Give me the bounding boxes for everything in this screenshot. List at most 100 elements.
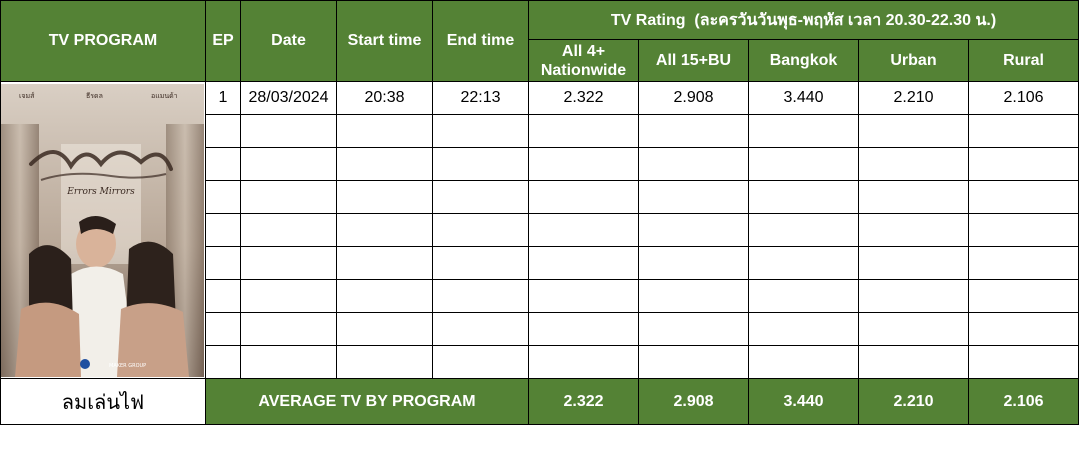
cell-bangkok: 3.440 <box>748 81 859 115</box>
cell-date <box>240 246 337 280</box>
cell-all4 <box>528 312 639 346</box>
cell-all15 <box>638 279 749 313</box>
average-rural: 2.106 <box>967 378 1079 425</box>
poster-maker-logo: MAKER GROUP <box>109 363 146 369</box>
cell-urban <box>858 213 969 247</box>
average-all4: 2.322 <box>528 378 639 425</box>
cell-rural <box>967 345 1079 379</box>
average-label: AVERAGE TV BY PROGRAM <box>205 378 529 425</box>
cell-urban <box>858 114 969 148</box>
cell-end-time <box>432 279 529 313</box>
cell-rural <box>967 180 1079 214</box>
cell-ep: 1 <box>205 81 241 115</box>
cell-all15 <box>638 345 749 379</box>
cell-all4 <box>528 345 639 379</box>
average-row: ลมเล่นไฟ AVERAGE TV BY PROGRAM 2.322 2.9… <box>0 378 1079 425</box>
cell-start-time <box>336 345 433 379</box>
header-date: Date <box>240 0 337 82</box>
cell-bangkok <box>748 147 859 181</box>
header-tv-rating: TV Rating (ละครวันวันพุธ-พฤหัส เวลา 20.3… <box>527 0 1079 40</box>
cell-date <box>240 147 337 181</box>
cell-all15 <box>638 246 749 280</box>
poster-cast-1: เจมส์ <box>19 92 35 100</box>
table-row <box>1 114 1079 148</box>
cell-all15 <box>638 213 749 247</box>
cell-date <box>240 345 337 379</box>
cell-all4 <box>528 279 639 313</box>
table-row: Errors Mirrors เจมส์ ธีรดล อแมนด้า MAKER… <box>0 81 1079 379</box>
cell-start-time <box>336 180 433 214</box>
header-all15-bu: All 15+BU <box>638 39 749 82</box>
cell-start-time <box>336 213 433 247</box>
header-start-time: Start time <box>336 0 433 82</box>
cell-all4 <box>528 180 639 214</box>
cell-urban <box>858 312 969 346</box>
cell-urban <box>858 279 969 313</box>
cell-date <box>240 213 337 247</box>
average-bangkok: 3.440 <box>748 378 859 425</box>
cell-urban <box>858 345 969 379</box>
cell-start-time <box>336 246 433 280</box>
average-all15: 2.908 <box>638 378 749 425</box>
cell-bangkok <box>748 114 859 148</box>
cell-all4 <box>528 213 639 247</box>
cell-all15 <box>638 114 749 148</box>
cell-all15 <box>638 147 749 181</box>
cell-rural <box>967 147 1079 181</box>
cell-all4 <box>528 246 639 280</box>
cell-start-time <box>336 114 433 148</box>
cell-end-time <box>432 246 529 280</box>
cell-ep <box>205 246 241 280</box>
cell-ep <box>205 312 241 346</box>
header-rural: Rural <box>967 39 1079 82</box>
header-end-time: End time <box>432 0 529 82</box>
table-row <box>1 279 1079 313</box>
table-row <box>1 147 1079 181</box>
header-all4-line1: All 4+ <box>561 42 606 60</box>
poster-cast-3: อแมนด้า <box>151 92 178 100</box>
cell-ep <box>205 345 241 379</box>
channel3-logo-icon <box>80 358 90 369</box>
cell-urban: 2.210 <box>858 81 969 115</box>
cell-date <box>240 312 337 346</box>
cell-all4: 2.322 <box>528 81 639 115</box>
cell-rural: 2.106 <box>967 81 1079 115</box>
program-name: ลมเล่นไฟ <box>0 378 206 425</box>
cell-all4 <box>528 147 639 181</box>
table-row <box>1 345 1079 379</box>
poster-cast-2: ธีรดล <box>86 92 103 100</box>
cell-urban <box>858 147 969 181</box>
header-bangkok: Bangkok <box>748 39 859 82</box>
cell-all15: 2.908 <box>638 81 749 115</box>
cell-bangkok <box>748 279 859 313</box>
cell-ep <box>205 279 241 313</box>
cell-urban <box>858 246 969 280</box>
cell-all15 <box>638 180 749 214</box>
cell-start-time: 20:38 <box>336 81 433 115</box>
cell-urban <box>858 180 969 214</box>
cell-rural <box>967 246 1079 280</box>
cell-end-time <box>432 213 529 247</box>
cell-end-time <box>432 147 529 181</box>
cell-ep <box>205 147 241 181</box>
rating-table: TV PROGRAM EP Date Start time End time T… <box>0 0 1079 425</box>
cell-bangkok <box>748 246 859 280</box>
header-all4-nationwide: All 4+ Nationwide <box>528 39 639 82</box>
header-urban: Urban <box>858 39 969 82</box>
program-poster-cell: Errors Mirrors เจมส์ ธีรดล อแมนด้า MAKER… <box>0 81 206 379</box>
poster-image: Errors Mirrors เจมส์ ธีรดล อแมนด้า MAKER… <box>1 83 204 377</box>
cell-rural <box>967 312 1079 346</box>
cell-bangkok <box>748 345 859 379</box>
cell-date <box>240 279 337 313</box>
cell-bangkok <box>748 180 859 214</box>
cell-end-time <box>432 345 529 379</box>
header-all4-line2: Nationwide <box>540 61 627 79</box>
table-row <box>1 312 1079 346</box>
cell-all15 <box>638 312 749 346</box>
table-row <box>1 180 1079 214</box>
cell-bangkok <box>748 312 859 346</box>
cell-end-time <box>432 114 529 148</box>
cell-ep <box>205 114 241 148</box>
cell-rural <box>967 114 1079 148</box>
